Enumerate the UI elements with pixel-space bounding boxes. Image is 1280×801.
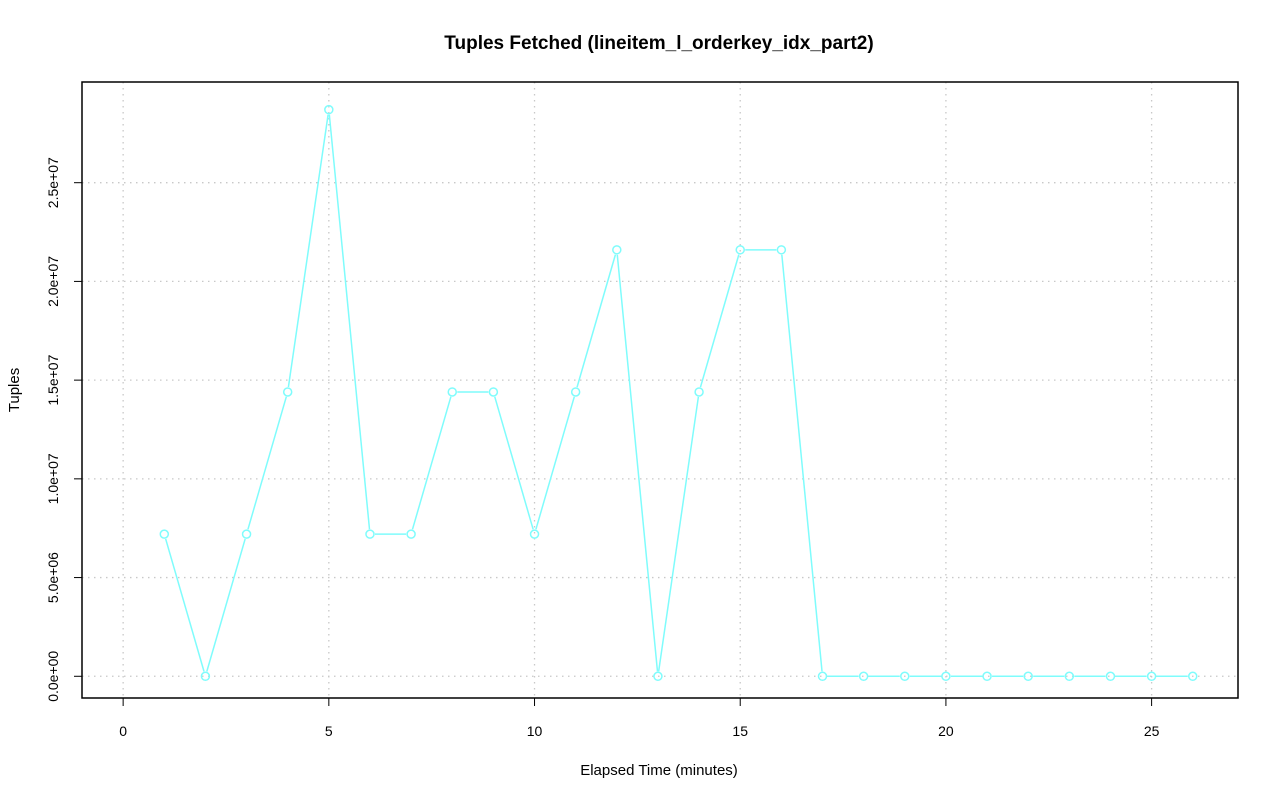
x-tick-label: 5 — [325, 723, 333, 739]
data-point — [447, 387, 457, 397]
data-point — [570, 387, 581, 397]
data-point — [735, 245, 745, 255]
x-tick-label: 0 — [119, 723, 127, 739]
y-tick-label: 2.0e+07 — [45, 256, 61, 307]
x-tick-label: 10 — [527, 723, 543, 739]
y-axis: 0.0e+00 5.0e+06 1.0e+07 1.5e+07 2.0e+07 2.5e+… — [45, 157, 82, 702]
data-point — [858, 671, 869, 682]
y-tick-label: 5.0e+06 — [45, 552, 61, 603]
series-segment — [699, 254, 740, 388]
series-segment — [328, 114, 371, 530]
data-point — [241, 529, 252, 539]
y-tick-label: 1.0e+07 — [45, 453, 61, 504]
series-segment — [535, 396, 575, 530]
y-tick-label: 1.5e+07 — [45, 354, 61, 405]
data-point — [900, 671, 910, 682]
x-tick-label: 25 — [1144, 723, 1160, 739]
data-point — [159, 529, 170, 539]
data-point — [1187, 671, 1198, 682]
series-segment — [616, 254, 659, 672]
x-axis-label: Elapsed Time (minutes) — [580, 762, 738, 779]
y-axis-label: Tuples — [6, 368, 23, 412]
data-point — [1105, 671, 1116, 682]
data-point — [941, 671, 951, 682]
series-segment — [781, 254, 823, 672]
data-point — [653, 671, 663, 682]
data-point — [694, 387, 704, 397]
grid — [82, 82, 1238, 698]
data-point — [1146, 671, 1157, 682]
series-segment — [411, 396, 452, 530]
series-segment — [576, 254, 617, 388]
data-point — [365, 529, 375, 539]
series-segment — [164, 538, 205, 672]
series-segment — [287, 114, 329, 388]
series-segment — [494, 396, 534, 530]
series-segment — [657, 396, 700, 672]
series-segment — [206, 538, 246, 672]
data-point — [1023, 671, 1033, 682]
plot-frame — [81, 81, 1239, 699]
chart-title: Tuples Fetched (lineitem_l_orderkey_idx_… — [444, 33, 873, 54]
data-point — [1064, 671, 1075, 682]
data-point — [612, 245, 622, 255]
y-tick-label: 0.0e+00 — [45, 651, 61, 702]
y-tick-label: 2.5e+07 — [45, 157, 61, 208]
x-tick-label: 20 — [938, 723, 954, 739]
data-point — [282, 387, 293, 397]
data-point — [324, 104, 334, 115]
data-point — [982, 671, 992, 682]
data-point — [406, 529, 416, 539]
data-point — [776, 245, 787, 255]
series-segment — [247, 396, 288, 530]
x-tick-label: 15 — [732, 723, 748, 739]
series-line — [159, 104, 1198, 682]
data-point — [488, 387, 499, 397]
x-axis: 0 5 10 15 20 25 — [119, 698, 1160, 739]
data-point — [200, 671, 211, 682]
data-point — [817, 671, 828, 682]
data-point — [529, 529, 540, 539]
